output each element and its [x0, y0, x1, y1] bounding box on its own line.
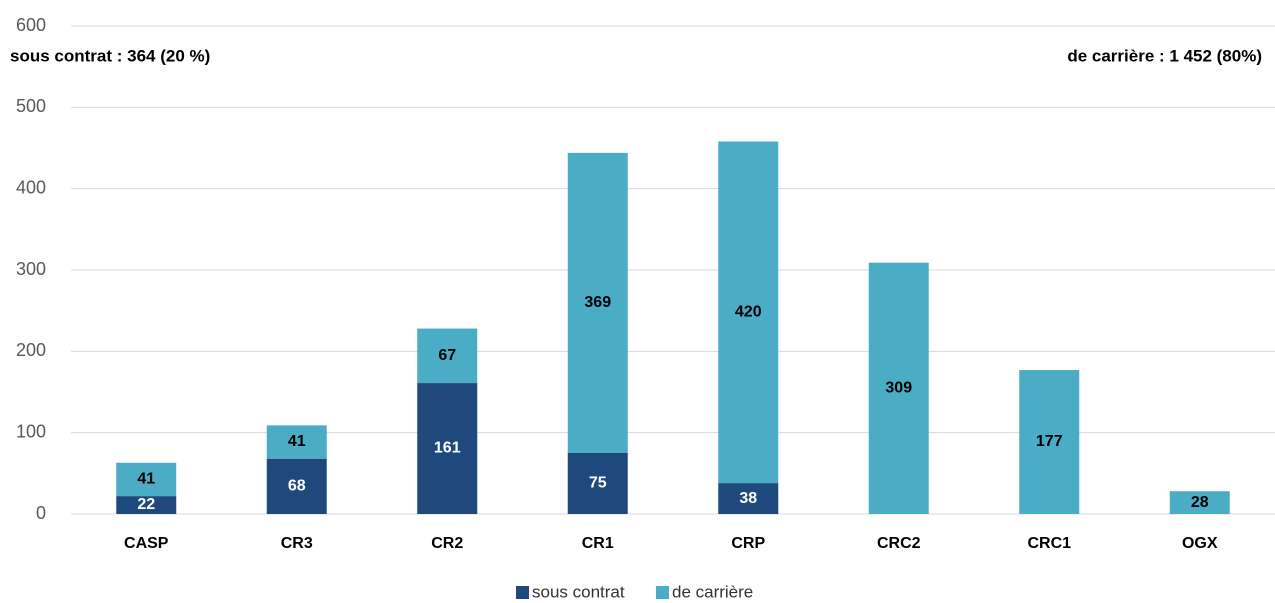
bar-segment	[1019, 370, 1080, 514]
x-tick-label: CR2	[431, 535, 463, 552]
bar-segment	[116, 496, 177, 514]
y-tick-label: 300	[16, 259, 46, 279]
data-label: 41	[137, 471, 155, 488]
bar-segment	[718, 141, 779, 484]
y-tick-label: 600	[16, 15, 46, 35]
legend-swatch	[656, 586, 669, 599]
bar-segment	[266, 458, 327, 514]
annotation: sous contrat : 364 (20 %)	[10, 46, 210, 65]
data-label: 22	[137, 496, 155, 513]
data-label: 369	[584, 294, 611, 311]
x-tick-label: CRP	[731, 535, 765, 552]
bar-segment	[567, 152, 628, 453]
y-tick-label: 100	[16, 421, 46, 441]
data-label: 309	[885, 380, 912, 397]
x-tick-label: CRC2	[877, 535, 921, 552]
bar-segment	[718, 483, 779, 514]
bar-segment	[567, 453, 628, 514]
legend-label: de carrière	[672, 582, 753, 601]
annotation: de carrière : 1 452 (80%)	[1067, 46, 1262, 65]
data-label: 75	[589, 475, 607, 492]
x-tick-label: CR3	[281, 535, 313, 552]
x-tick-label: CASP	[124, 535, 169, 552]
legend-label: sous contrat	[532, 582, 625, 601]
data-label: 420	[735, 304, 762, 321]
bar-segment	[266, 425, 327, 459]
x-tick-label: OGX	[1182, 535, 1218, 552]
y-tick-label: 500	[16, 96, 46, 116]
bar-segment	[1169, 491, 1230, 514]
bar-segment	[417, 328, 478, 384]
data-label: 68	[288, 478, 306, 495]
y-tick-label: 400	[16, 177, 46, 197]
legend-swatch	[516, 586, 529, 599]
bar-segment	[116, 462, 177, 497]
y-tick-label: 200	[16, 340, 46, 360]
x-tick-label: CR1	[582, 535, 614, 552]
data-label: 41	[288, 433, 306, 450]
bar-segment	[417, 383, 478, 514]
data-label: 67	[438, 347, 456, 364]
data-label: 177	[1036, 433, 1063, 450]
data-label: 38	[739, 490, 757, 507]
data-label: 161	[434, 440, 461, 457]
bar-segment	[868, 262, 929, 514]
data-label: 28	[1191, 494, 1209, 511]
x-tick-label: CRC1	[1027, 535, 1071, 552]
y-tick-label: 0	[36, 503, 46, 523]
